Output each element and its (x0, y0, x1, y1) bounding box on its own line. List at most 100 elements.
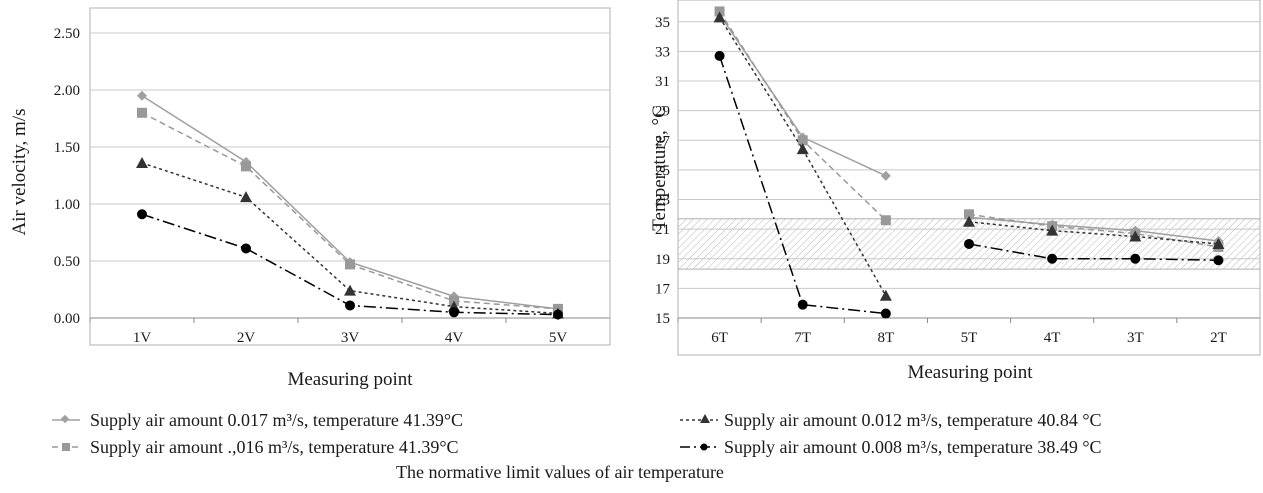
y-tick-label: 1.00 (54, 197, 80, 213)
data-point (964, 238, 974, 249)
chart-right-frame (677, 0, 1261, 356)
x-tick-label: 7T (794, 330, 811, 346)
series-4 (137, 209, 563, 320)
legend-label: Supply air amount 0.008 m³/s, temperatur… (724, 437, 1102, 457)
x-tick-label: 3V (341, 330, 360, 346)
legend: Supply air amount 0.017 m³/s, temperatur… (52, 410, 1102, 482)
x-tick-label: 2T (1210, 330, 1227, 346)
data-point (880, 308, 891, 319)
x-tick-label: 1V (133, 330, 152, 346)
chart-left-series (136, 90, 564, 320)
chart-right-y-axis-title: Temperature, °C (649, 105, 670, 231)
x-tick-label: 3T (1127, 330, 1144, 346)
y-tick-label: 31 (655, 74, 670, 90)
data-point (241, 161, 251, 172)
chart-right-series (713, 6, 1225, 319)
data-point (1046, 224, 1059, 236)
data-point (964, 209, 974, 220)
y-tick-label: 23 (655, 193, 670, 209)
x-tick-label: 4T (1044, 330, 1061, 346)
data-point (1129, 230, 1142, 242)
legend-label: Supply air amount 0.012 m³/s, temperatur… (724, 410, 1102, 430)
x-tick-label: 5V (549, 330, 568, 346)
square-marker-icon (62, 443, 70, 451)
chart-left-x-axis-title: Measuring point (287, 369, 413, 390)
data-point (796, 143, 809, 155)
legend-item-0012: Supply air amount 0.012 m³/s, temperatur… (680, 410, 1102, 430)
y-tick-label: 2.00 (54, 83, 80, 99)
y-tick-label: 0.00 (54, 311, 80, 327)
legend-normative-label: The normative limit values of air temper… (396, 462, 724, 482)
y-tick-label: 25 (655, 163, 670, 179)
y-tick-label: 19 (655, 252, 670, 268)
series-4 (714, 50, 1224, 319)
triangle-marker-icon (700, 414, 710, 423)
series-line (718, 11, 887, 221)
data-point (137, 90, 147, 101)
series-3 (713, 11, 1225, 301)
data-point (137, 107, 147, 118)
data-point (345, 259, 355, 270)
x-tick-label: 8T (878, 330, 895, 346)
circle-marker-icon (700, 443, 708, 451)
temperature-chart: 15 17 19 21 23 25 27 29 31 33 35 6T 7T 8T 5T 4T 3T 2T Te… (649, 0, 1261, 383)
series-line (141, 112, 559, 310)
legend-item-0016: Supply air amount .,016 m³/s, temperatur… (52, 437, 459, 457)
y-tick-label: 29 (655, 104, 670, 120)
y-tick-label: 0.50 (54, 254, 80, 270)
data-point (137, 209, 147, 220)
chart-right-x-ticks: 6T 7T 8T 5T 4T 3T 2T (677, 318, 1227, 346)
y-tick-label: 27 (655, 133, 671, 149)
data-point (797, 135, 808, 146)
data-point (797, 299, 808, 310)
chart-left-frame (89, 7, 611, 346)
y-tick-label: 35 (655, 15, 670, 31)
y-tick-label: 1.50 (54, 140, 80, 156)
series-line (141, 162, 559, 315)
diamond-marker-icon (60, 414, 70, 424)
chart-right-y-ticks: 15 17 19 21 23 25 27 29 31 33 35 (655, 15, 671, 327)
chart-left-gridlines (90, 32, 610, 319)
series-line (968, 243, 1219, 261)
x-tick-label: 2V (237, 330, 256, 346)
data-point (880, 170, 891, 181)
series-2 (137, 107, 563, 314)
data-point (1130, 253, 1141, 264)
chart-right-gridlines (678, 21, 1260, 319)
y-tick-label: 21 (655, 222, 670, 238)
chart-left-y-axis-title: Air velocity, m/s (9, 109, 30, 236)
legend-label: Supply air amount .,016 m³/s, temperatur… (90, 437, 459, 457)
data-point (713, 11, 726, 23)
data-point (136, 156, 148, 168)
data-point (553, 309, 563, 320)
y-tick-label: 15 (655, 311, 670, 327)
chart-right-x-axis-title: Measuring point (907, 362, 1033, 383)
x-tick-label: 5T (961, 330, 978, 346)
series-line (718, 55, 886, 315)
data-point (240, 191, 252, 203)
chart-left-y-ticks: 0.00 0.50 1.00 1.50 2.00 2.50 (54, 26, 80, 327)
data-point (345, 300, 355, 311)
x-tick-label: 4V (445, 330, 464, 346)
data-point (963, 215, 975, 227)
data-point (344, 284, 356, 296)
y-tick-label: 33 (655, 44, 670, 60)
legend-label: Supply air amount 0.017 m³/s, temperatur… (90, 410, 463, 430)
y-tick-label: 2.50 (54, 26, 80, 42)
series-3 (136, 156, 564, 319)
data-point (241, 243, 251, 254)
legend-item-0008: Supply air amount 0.008 m³/s, temperatur… (680, 437, 1102, 457)
data-point (880, 215, 891, 226)
y-tick-label: 17 (655, 281, 671, 297)
series-line (141, 95, 559, 310)
data-point (714, 50, 725, 61)
data-point (1213, 255, 1224, 266)
chart-left-x-ticks: 1V 2V 3V 4V 5V (89, 318, 568, 346)
x-tick-label: 6T (711, 330, 728, 346)
data-point (1212, 237, 1225, 249)
data-point (879, 289, 892, 301)
air-velocity-chart: 0.00 0.50 1.00 1.50 2.00 2.50 1V 2V 3V 4V 5V Air … (9, 7, 611, 390)
series-line (968, 213, 1219, 248)
data-point (449, 307, 459, 318)
